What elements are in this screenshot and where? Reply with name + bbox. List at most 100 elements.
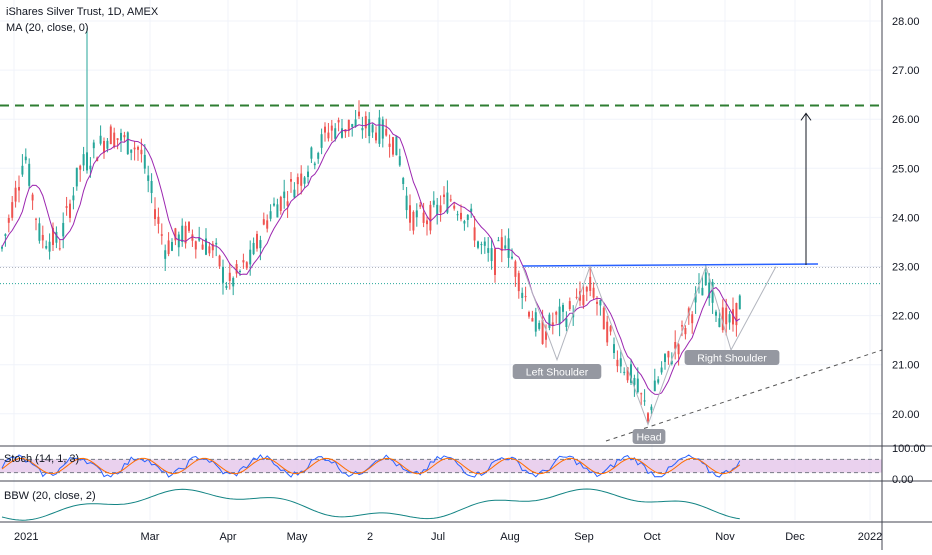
candle-body [538,323,541,329]
candle-body [177,234,180,248]
candle-body [426,220,428,225]
candle-body [619,358,622,367]
candle-body [667,351,670,358]
candle-body [283,191,286,199]
price-tick-label: 21.00 [892,360,920,372]
candle-body [660,367,663,373]
candle-body [286,201,289,206]
candle-body [504,245,507,249]
candle-body [626,367,629,381]
candle-body [14,187,17,202]
candle-body [4,234,7,236]
candle-body [28,163,31,186]
candle-body [405,195,408,211]
candle-body [361,127,364,131]
candle-body [72,195,75,201]
candle-body [269,211,272,219]
price-levels [0,104,882,285]
candle-body [341,128,343,138]
candle-body [694,293,697,303]
candle-body [602,307,605,330]
candle-body [640,393,643,395]
candle-body [184,225,187,244]
candle-body [531,318,534,322]
candle-body [630,364,632,383]
candle-body [460,212,462,220]
candle-body [528,312,530,317]
candle-body [167,240,170,255]
head-shoulders-outline [522,264,777,427]
axes: 28.00 27.00 26.00 25.00 24.00 23.00 22.00 21.00… [14,0,920,550]
candle-body [109,126,112,145]
candle-body [422,212,425,223]
candle-body [711,281,714,303]
candle-body [466,214,469,220]
candle-body [252,242,255,255]
candle-body [446,192,449,213]
candle-body [616,359,619,367]
candle-body [1,246,3,249]
candle-body [378,117,381,144]
candle-body [320,134,323,148]
candle-body [300,173,303,186]
candle-body [279,196,282,211]
time-tick-label: Jul [431,531,445,543]
candle-body [24,156,27,161]
candle-body [684,328,687,335]
candle-body [701,287,704,296]
price-tick-label: 28.00 [892,16,920,28]
candle-body [728,314,731,323]
candle-body [38,223,41,241]
candle-body [650,406,653,411]
candle-body [239,270,241,272]
candle-body [643,400,646,402]
time-tick-label: May [287,531,308,543]
candle-body [256,233,258,249]
annotation-label: Head [636,432,661,444]
candle-body [524,296,527,298]
candle-body [89,165,92,170]
candle-body [388,143,391,147]
candle-body [313,163,316,166]
price-tick-label: 27.00 [892,65,920,77]
candle-body [174,228,177,241]
candle-body [368,119,371,137]
candle-body [456,214,459,216]
candle-body [324,126,326,133]
candle-body [494,248,496,275]
candle-body [599,300,602,306]
candle-body [228,272,231,281]
candle-body [609,326,612,332]
stoch-legend: Stoch (14, 1, 3) [4,453,80,465]
candle-body [147,175,150,181]
candle-body [293,189,296,198]
candle-body [245,262,248,269]
candle-body [483,241,486,246]
price-tick-label: 24.00 [892,212,920,224]
candle-body [548,314,551,328]
candle-body [35,218,37,220]
candle-body [647,413,649,422]
candle-body [215,242,218,245]
ma-line [1,122,741,395]
candle-body [181,225,184,242]
ma-legend: MA (20, close, 0) [6,22,89,34]
candle-body [164,250,167,259]
neckline [522,263,819,267]
candle-body [160,234,163,236]
annotation-label-bg [632,429,666,444]
candle-body [358,111,360,117]
stoch-band [0,459,882,473]
candle-body [715,311,717,316]
candle-body [575,296,578,298]
candle-body [317,152,320,159]
candle-body [558,306,561,325]
candle-body [534,312,537,332]
candle-body [395,136,398,156]
candle-body [205,238,207,255]
stoch-k-line [1,454,741,478]
candle-body [585,287,588,292]
candle-body [82,154,85,166]
